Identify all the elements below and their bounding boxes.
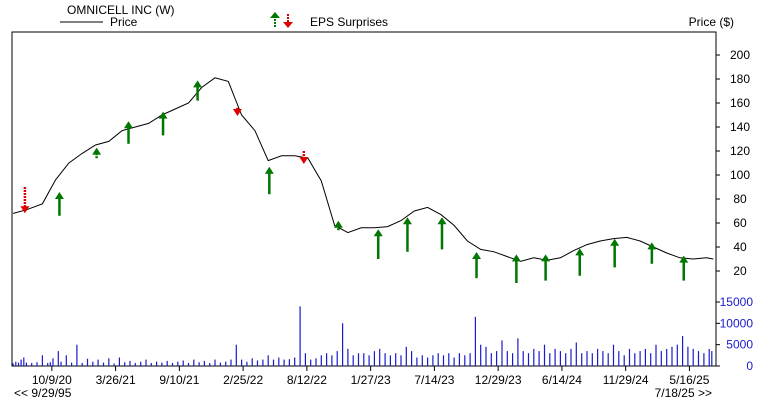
legend-eps-up-icon	[270, 12, 280, 28]
price-tick-label-7: 60	[733, 216, 747, 230]
price-tick-label-4: 120	[730, 144, 750, 158]
date-tick-label-0: 10/9/20	[32, 373, 72, 387]
chart-title: OMNICELL INC (W)	[67, 3, 175, 17]
legend-price-label: Price	[110, 15, 138, 29]
date-tick-label-9: 11/29/24	[603, 373, 649, 387]
volume-tick-label-3: 0	[746, 359, 753, 373]
eps-arrow-up-16	[575, 248, 585, 276]
date-axis: 10/9/20 3/26/21 9/10/21 2/25/22 8/12/22 1/27/…	[32, 366, 710, 387]
price-line	[12, 77, 714, 262]
eps-arrow-up-12	[437, 217, 447, 250]
eps-arrow-up-15	[541, 254, 551, 281]
price-tick-label-0: 200	[730, 48, 750, 62]
eps-arrow-up-18	[647, 242, 657, 264]
eps-arrow-up-1	[54, 192, 64, 216]
price-axis: 200 180 160 140 120 100 80 60 40 20	[716, 48, 750, 278]
price-axis-label: Price ($)	[689, 15, 734, 29]
eps-arrow-up-10	[373, 229, 383, 259]
eps-arrow-up-13	[472, 252, 482, 279]
date-tick-label-7: 12/29/23	[475, 373, 522, 387]
eps-arrow-up-17	[610, 238, 620, 268]
date-tick-label-8: 6/14/24	[542, 373, 582, 387]
date-tick-label-5: 1/27/23	[351, 373, 391, 387]
eps-arrow-up-19	[679, 255, 689, 281]
date-tick-label-10: 5/16/25	[669, 373, 709, 387]
volume-tick-label-1: 10000	[720, 316, 754, 330]
price-series	[12, 77, 714, 262]
eps-arrow-up-9	[333, 220, 343, 231]
eps-arrow-up-7	[264, 166, 274, 195]
eps-surprise-arrows	[20, 80, 689, 283]
volume-bars	[12, 306, 713, 366]
eps-arrow-up-11	[402, 217, 412, 252]
plot-frame	[11, 31, 717, 367]
date-tick-label-2: 9/10/21	[159, 373, 199, 387]
range-end-label: 7/18/25 >>	[655, 386, 712, 400]
legend-eps-label: EPS Surprises	[310, 15, 388, 29]
price-tick-label-3: 140	[730, 120, 750, 134]
eps-arrow-up-3	[124, 121, 134, 144]
price-tick-label-1: 180	[730, 72, 750, 86]
volume-tick-label-2: 5000	[726, 338, 753, 352]
date-tick-label-6: 7/14/23	[414, 373, 454, 387]
price-tick-label-5: 100	[730, 168, 750, 182]
volume-tick-label-0: 15000	[720, 295, 754, 309]
date-tick-label-3: 2/25/22	[223, 373, 263, 387]
date-tick-label-4: 8/12/22	[287, 373, 327, 387]
eps-arrow-up-5	[193, 80, 203, 101]
eps-arrow-up-2	[92, 147, 102, 159]
date-tick-label-1: 3/26/21	[96, 373, 136, 387]
legend-eps-down-icon	[283, 14, 293, 28]
eps-arrow-up-14	[511, 254, 521, 283]
price-tick-label-8: 40	[733, 240, 747, 254]
eps-arrow-down-8	[299, 151, 309, 164]
volume-axis: 15000 10000 5000 0	[716, 295, 753, 373]
eps-arrow-down-0	[20, 187, 30, 214]
price-tick-label-9: 20	[733, 264, 747, 278]
price-tick-label-2: 160	[730, 96, 750, 110]
eps-arrow-up-4	[158, 111, 168, 136]
price-tick-label-6: 80	[733, 192, 747, 206]
range-start-label: << 9/29/95	[14, 386, 72, 400]
eps-arrow-down-6	[232, 107, 242, 116]
